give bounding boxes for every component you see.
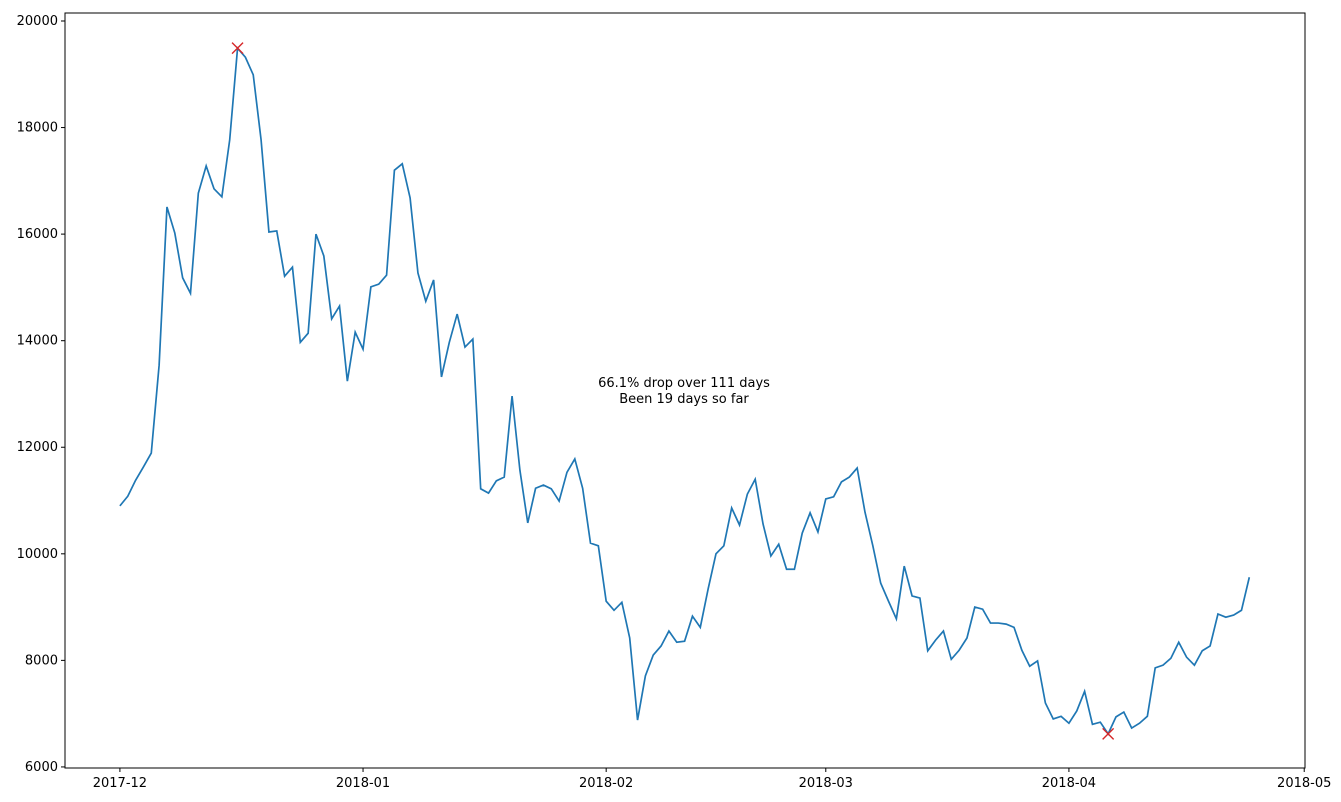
x-tick-label: 2018-03 xyxy=(799,776,853,791)
x-tick-label: 2018-04 xyxy=(1042,776,1096,791)
y-tick-label: 16000 xyxy=(17,227,58,242)
y-tick-label: 18000 xyxy=(17,121,58,136)
x-tick-label: 2017-12 xyxy=(93,776,147,791)
annotation-line: Been 19 days so far xyxy=(619,392,749,407)
extreme-marker xyxy=(1102,727,1115,740)
annotation-line: 66.1% drop over 111 days xyxy=(598,376,770,391)
line-series xyxy=(119,46,1251,736)
y-tick-label: 20000 xyxy=(17,14,58,29)
plot-frame xyxy=(64,12,1306,769)
x-tick-label: 2018-05 xyxy=(1277,776,1331,791)
y-tick-label: 6000 xyxy=(25,760,58,775)
y-tick-label: 8000 xyxy=(25,653,58,668)
y-tick-label: 12000 xyxy=(17,440,58,455)
x-tick-label: 2018-01 xyxy=(336,776,390,791)
x-tick-label: 2018-02 xyxy=(579,776,633,791)
y-tick-label: 10000 xyxy=(17,547,58,562)
y-tick-label: 14000 xyxy=(17,334,58,349)
extreme-marker xyxy=(231,42,244,55)
